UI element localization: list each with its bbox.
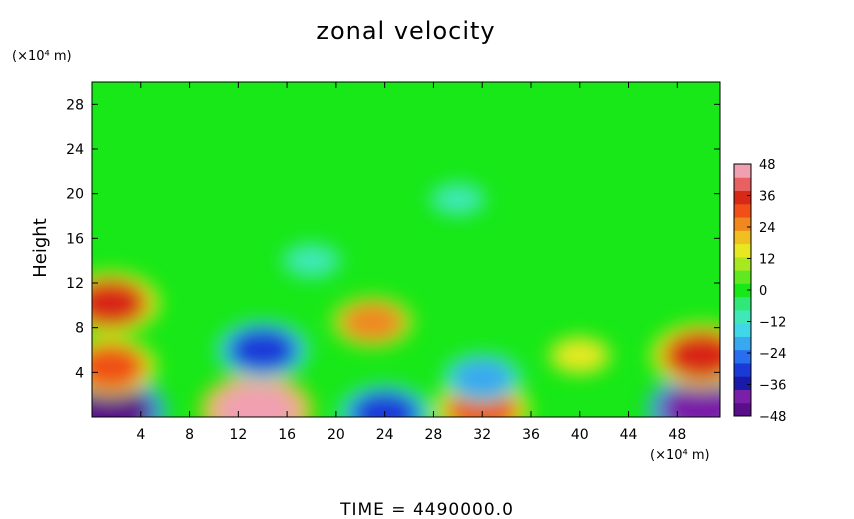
x-tick-label: 12: [229, 427, 247, 443]
colorbar-segment: [734, 389, 751, 404]
velocity-field: [92, 82, 720, 417]
y-tick-label: 12: [66, 276, 84, 292]
colorbar-segment: [734, 376, 751, 390]
x-tick-label: 48: [668, 427, 686, 443]
colorbar-segment: [734, 164, 751, 178]
x-tick-label: 36: [522, 427, 540, 443]
plot-frame: [91, 81, 721, 418]
colorbar-tick-label: −48: [759, 410, 786, 425]
y-axis-label: Height: [30, 218, 51, 278]
colorbar-tick-label: 12: [759, 253, 776, 268]
x-tick-label: 32: [473, 427, 491, 443]
field-feature: [452, 359, 513, 397]
colorbar-segment: [734, 402, 751, 417]
colorbar-tick-label: 36: [759, 190, 776, 205]
y-tick-label: 4: [75, 365, 84, 381]
colorbar-segment: [734, 243, 751, 258]
field-feature: [350, 391, 420, 417]
field-feature: [92, 279, 147, 327]
x-tick-label: 16: [278, 427, 296, 443]
field-background: [92, 82, 720, 417]
colorbar-tick-label: 48: [759, 158, 776, 173]
chart-title: zonal velocity: [316, 17, 495, 45]
x-axis-ticks: 4 8 12 16 20 24 28 32 36 40 44 48: [136, 82, 686, 443]
colorbar: [733, 163, 752, 417]
y-tick-label: 16: [66, 231, 84, 247]
colorbar-segment: [734, 177, 751, 192]
colorbar-segment: [734, 256, 751, 271]
colorbar-segment: [734, 349, 751, 364]
field-feature: [228, 328, 298, 372]
colorbar-segment: [734, 296, 751, 311]
y-axis-ticks: 4 8 12 16 20 24 28: [66, 97, 720, 381]
field-feature: [435, 186, 481, 213]
field-feature: [341, 302, 404, 342]
colorbar-segment: [734, 230, 751, 245]
colorbar-tick-label: −24: [759, 347, 786, 362]
x-tick-label: 20: [327, 427, 345, 443]
colorbar-ticks: 48 36 24 12 0 −12 −24 −36 −48: [747, 158, 786, 425]
field-feature: [554, 339, 606, 372]
y-tick-label: 24: [66, 142, 84, 158]
x-tick-label: 4: [136, 427, 145, 443]
colorbar-tick-label: 24: [759, 221, 776, 236]
field-feature: [660, 382, 720, 417]
field-feature: [214, 382, 299, 417]
field-feature: [287, 246, 335, 275]
x-axis-unit: (×10⁴ m): [650, 448, 710, 463]
colorbar-segment: [734, 283, 751, 298]
colorbar-segment: [734, 309, 751, 324]
y-tick-label: 8: [75, 321, 84, 337]
y-tick-label: 28: [66, 97, 84, 113]
colorbar-tick-label: −36: [759, 379, 786, 394]
field-feature: [92, 344, 145, 389]
field-feature: [663, 331, 720, 380]
colorbar-segment: [734, 323, 751, 337]
x-tick-label: 24: [376, 427, 394, 443]
time-annotation: TIME = 4490000.0: [339, 500, 514, 519]
colorbar-segment: [734, 217, 751, 231]
colorbar-segment: [734, 362, 751, 377]
x-tick-label: 44: [620, 427, 638, 443]
colorbar-segment: [734, 203, 751, 218]
colorbar-segment: [734, 190, 751, 205]
colorbar-segment: [734, 336, 751, 351]
colorbar-segment: [734, 270, 751, 284]
y-tick-label: 20: [66, 187, 84, 203]
x-tick-label: 28: [425, 427, 443, 443]
colorbar-tick-label: 0: [759, 284, 767, 299]
x-tick-label: 8: [185, 427, 194, 443]
y-axis-unit: (×10⁴ m): [12, 49, 72, 64]
colorbar-tick-label: −12: [759, 316, 786, 331]
x-tick-label: 40: [571, 427, 589, 443]
